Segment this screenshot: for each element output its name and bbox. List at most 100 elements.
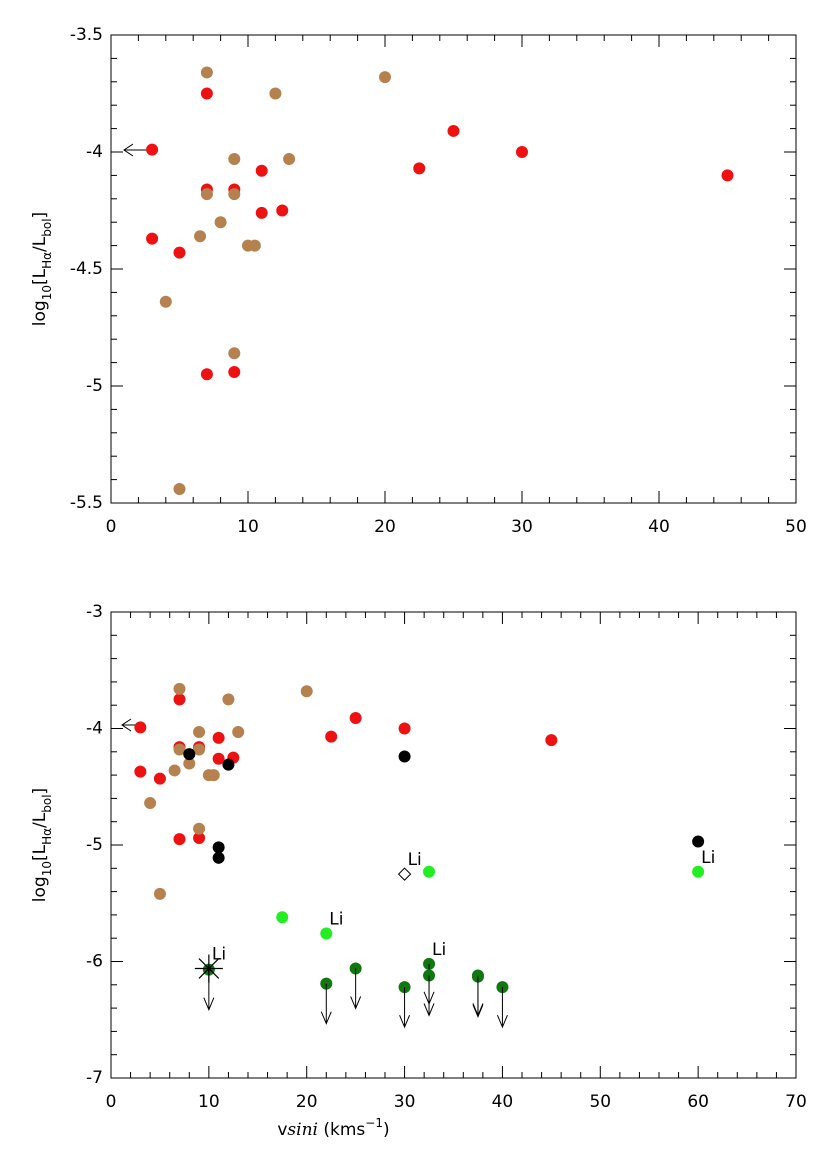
upper-limit-arrow — [423, 975, 435, 1017]
y-tick-label: -4 — [86, 719, 103, 739]
label-part: v — [277, 1120, 287, 1140]
label-part: ] — [30, 788, 50, 795]
point — [200, 66, 213, 79]
point — [200, 188, 213, 201]
point — [194, 954, 223, 983]
annotation: Li — [432, 940, 446, 960]
y-axis-label: log10[LHα/Lbol] — [30, 788, 54, 902]
point — [214, 216, 227, 229]
limit-arrow — [121, 143, 152, 732]
point — [228, 153, 241, 166]
point — [173, 693, 186, 706]
label-part: /L — [30, 236, 50, 252]
point — [269, 87, 282, 100]
label-part: [L — [30, 844, 50, 861]
upper-limit-arrow — [399, 987, 411, 1029]
point — [228, 365, 241, 378]
point — [413, 162, 426, 175]
upper-limit-arrow — [496, 987, 508, 1029]
point — [379, 71, 391, 84]
y-tick-label: -4.5 — [70, 259, 103, 279]
point — [212, 841, 225, 854]
point — [423, 865, 436, 878]
label-part: ] — [30, 212, 50, 219]
x-tick-label: 20 — [296, 1092, 318, 1112]
label-part: ) — [383, 1120, 390, 1140]
label-part: log — [30, 300, 50, 326]
point — [193, 725, 206, 738]
label-part: Hα — [40, 828, 54, 845]
y-tick-label: -5 — [86, 835, 103, 855]
point — [153, 772, 166, 785]
label-part: Hα — [40, 252, 54, 269]
point — [692, 835, 705, 848]
y-tick-label: -5 — [86, 376, 103, 396]
point — [447, 124, 460, 137]
point — [248, 239, 261, 252]
point — [276, 911, 289, 924]
annotation: Li — [329, 910, 343, 930]
point — [228, 188, 241, 201]
y-tick-label: -6 — [86, 952, 103, 972]
x-tick-label: 40 — [492, 1092, 514, 1112]
label-part: log — [30, 876, 50, 902]
x-tick-label: 50 — [589, 1092, 611, 1112]
x-tick-label: 70 — [785, 1092, 807, 1112]
y-tick-label: -3.5 — [70, 25, 103, 45]
label-part: /L — [30, 812, 50, 828]
annotation: Li — [701, 848, 715, 868]
y-axis-label: log10[LHα/Lbol] — [30, 212, 54, 326]
point — [173, 682, 186, 695]
point — [207, 769, 220, 782]
point — [183, 748, 196, 761]
point — [168, 764, 181, 777]
point — [146, 232, 159, 245]
x-tick-label: 50 — [785, 517, 807, 537]
y-tick-label: -3 — [86, 602, 103, 622]
label-part: i — [313, 1120, 318, 1140]
label-part: (kms — [318, 1120, 365, 1140]
point — [255, 164, 268, 177]
label-part: [L — [30, 268, 50, 285]
point — [397, 867, 412, 881]
point — [398, 750, 411, 763]
point — [276, 204, 289, 217]
x-tick-label: 10 — [237, 517, 259, 537]
x-axis-label: vsini (kms−1) — [277, 1116, 389, 1141]
point — [173, 482, 186, 495]
point — [159, 295, 172, 308]
y-tick-label: -7 — [86, 1068, 103, 1088]
y-tick-label: -5.5 — [70, 493, 103, 513]
x-tick-label: 60 — [687, 1092, 709, 1112]
point — [222, 693, 235, 706]
annotation: Li — [212, 944, 226, 964]
point — [398, 722, 411, 735]
point — [228, 347, 241, 360]
label-part: bol — [40, 218, 54, 236]
point — [173, 833, 186, 846]
upper-limit-arrow — [472, 976, 484, 1018]
point — [212, 731, 225, 744]
point — [349, 712, 362, 725]
point — [212, 851, 225, 864]
point — [283, 153, 296, 166]
point — [193, 832, 206, 845]
point — [200, 368, 213, 381]
x-tick-label: 40 — [648, 517, 670, 537]
point — [134, 765, 147, 778]
annotation: Li — [408, 850, 422, 870]
point — [222, 758, 235, 771]
label-part: sin — [287, 1120, 312, 1140]
point — [193, 822, 206, 835]
point — [200, 87, 213, 100]
plot-frame — [110, 34, 797, 504]
x-tick-label: 0 — [106, 517, 117, 537]
label-part: 10 — [40, 861, 54, 876]
point — [545, 734, 558, 747]
x-tick-label: 30 — [511, 517, 533, 537]
point — [173, 743, 186, 756]
x-tick-label: 10 — [198, 1092, 220, 1112]
point — [692, 865, 705, 878]
label-part: bol — [40, 794, 54, 812]
